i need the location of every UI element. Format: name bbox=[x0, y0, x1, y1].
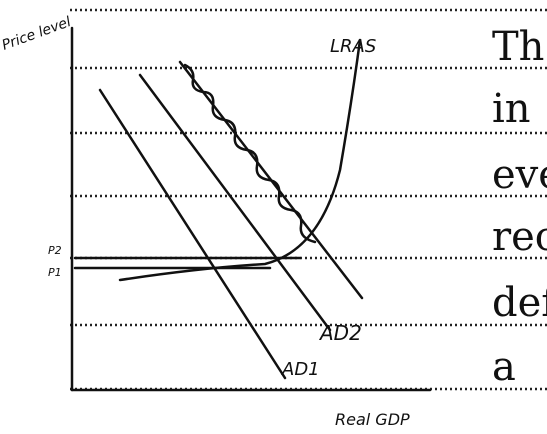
y-axis-label: Price level bbox=[0, 14, 73, 54]
lras-curve bbox=[120, 40, 360, 280]
diagram: Price level Real GDP LRAS AD1 AD2 P2 P1 … bbox=[0, 0, 547, 434]
note-text: a bbox=[492, 344, 516, 390]
x-axis-label: Real GDP bbox=[335, 410, 410, 429]
note-text: in bbox=[492, 86, 531, 132]
lras-label: LRAS bbox=[330, 36, 376, 57]
ruled-lines bbox=[70, 10, 547, 389]
ad2-curve bbox=[140, 75, 330, 330]
price-label: P2 bbox=[48, 244, 62, 257]
note-text: def bbox=[492, 280, 547, 326]
ad1-label: AD1 bbox=[281, 359, 320, 380]
ad2-label: AD2 bbox=[318, 321, 362, 345]
note-text: rec bbox=[492, 214, 547, 260]
note-text: eve bbox=[492, 152, 547, 198]
price-label: P1 bbox=[48, 266, 62, 279]
note-text: Th bbox=[492, 24, 544, 70]
